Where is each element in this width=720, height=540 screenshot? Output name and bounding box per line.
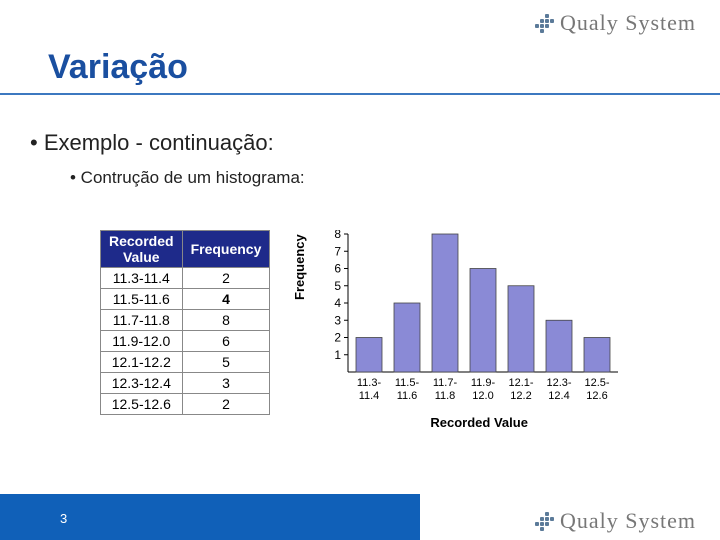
table-cell-range: 11.7-11.8 [101, 310, 183, 331]
table-cell-frequency: 6 [182, 331, 270, 352]
table-cell-frequency: 5 [182, 352, 270, 373]
table-row: 11.7-11.88 [101, 310, 270, 331]
svg-text:11.9-: 11.9- [471, 377, 496, 389]
svg-text:12.5-: 12.5- [585, 377, 610, 389]
svg-text:12.6: 12.6 [587, 390, 608, 402]
table-cell-range: 12.3-12.4 [101, 373, 183, 394]
svg-text:11.4: 11.4 [359, 390, 380, 402]
chart-ylabel: Frequency [292, 234, 307, 300]
brand-logo-bottom: Qualy System [535, 508, 696, 534]
slide-title: Variação [48, 48, 188, 87]
bullet-level1: • Exemplo - continuação: [30, 130, 274, 156]
svg-text:11.8: 11.8 [435, 390, 456, 402]
title-underline [0, 93, 720, 95]
table-header-recorded-value: RecordedValue [101, 231, 183, 268]
logo-text: Qualy System [560, 10, 696, 36]
table-cell-range: 11.3-11.4 [101, 268, 183, 289]
table-cell-frequency: 2 [182, 268, 270, 289]
content-area: RecordedValue Frequency 11.3-11.4211.5-1… [100, 230, 630, 430]
table-cell-range: 12.5-12.6 [101, 394, 183, 415]
histogram-svg: 1 2 3 4 5 6 7 8 11.3-11.4 11.5-11.6 11.7-11.8 11.9-… [318, 230, 628, 410]
table-cell-range: 11.5-11.6 [101, 289, 183, 310]
table-cell-frequency: 2 [182, 394, 270, 415]
svg-text:5: 5 [335, 279, 342, 293]
svg-text:11.6: 11.6 [397, 390, 418, 402]
table-cell-frequency: 4 [182, 289, 270, 310]
svg-text:12.1-: 12.1- [509, 377, 534, 389]
table-row: 12.1-12.25 [101, 352, 270, 373]
brand-logo-top: Qualy System [535, 10, 696, 36]
page-number: 3 [60, 511, 67, 526]
bullet-level2: • Contrução de um histograma: [70, 168, 305, 188]
table-row: 12.3-12.43 [101, 373, 270, 394]
table-cell-range: 12.1-12.2 [101, 352, 183, 373]
svg-text:12.2: 12.2 [511, 390, 532, 402]
svg-text:12.3-: 12.3- [547, 377, 572, 389]
table-cell-range: 11.9-12.0 [101, 331, 183, 352]
svg-text:11.3-: 11.3- [357, 377, 382, 389]
frequency-table: RecordedValue Frequency 11.3-11.4211.5-1… [100, 230, 270, 415]
histogram-chart: Frequency 1234567811.3-11.411.5-11.611.7… [300, 230, 630, 430]
chart-xlabel: Recorded Value [430, 415, 528, 430]
svg-text:12.0: 12.0 [473, 390, 494, 402]
svg-text:3: 3 [335, 313, 342, 327]
svg-text:4: 4 [335, 296, 342, 310]
table-row: 11.9-12.06 [101, 331, 270, 352]
svg-text:8: 8 [335, 230, 342, 241]
svg-text:2: 2 [335, 331, 342, 345]
logo-text: Qualy System [560, 508, 696, 534]
table-row: 11.3-11.42 [101, 268, 270, 289]
svg-text:6: 6 [335, 262, 342, 276]
svg-text:7: 7 [335, 244, 342, 258]
svg-text:11.7-: 11.7- [433, 377, 458, 389]
svg-text:1: 1 [335, 348, 342, 362]
svg-text:11.5-: 11.5- [395, 377, 420, 389]
logo-dots-icon [535, 14, 554, 33]
table-header-frequency: Frequency [182, 231, 270, 268]
logo-dots-icon [535, 512, 554, 531]
table-cell-frequency: 8 [182, 310, 270, 331]
table-row: 12.5-12.62 [101, 394, 270, 415]
svg-text:12.4: 12.4 [549, 390, 570, 402]
table-row: 11.5-11.64 [101, 289, 270, 310]
table-cell-frequency: 3 [182, 373, 270, 394]
